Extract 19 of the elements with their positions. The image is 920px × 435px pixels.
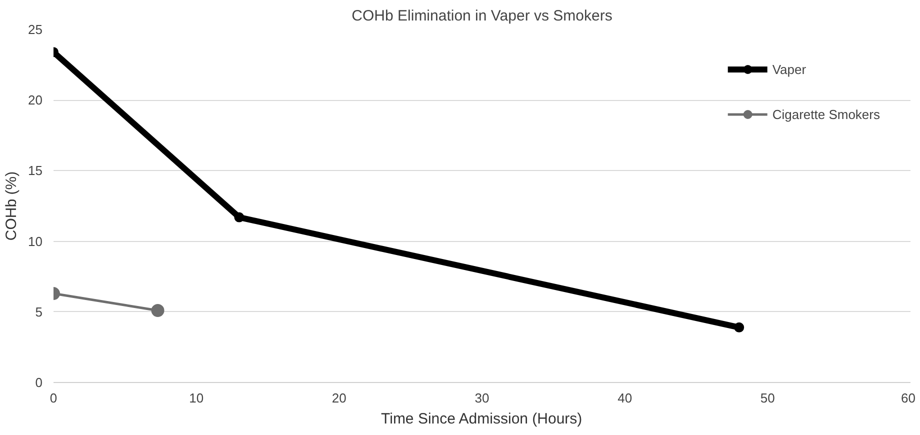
x-tick-label: 10 — [189, 390, 204, 406]
y-axis-title: COHb (%) — [3, 171, 20, 241]
chart-title: COHb Elimination in Vaper vs Smokers — [352, 8, 612, 24]
x-axis-title: Time Since Admission (Hours) — [381, 410, 582, 428]
x-tick-label: 0 — [50, 390, 58, 406]
y-tick-label: 0 — [35, 375, 43, 390]
y-tick-label: 10 — [28, 234, 43, 249]
legend-label: Vaper — [772, 62, 806, 76]
x-tick-label: 20 — [332, 390, 346, 406]
y-tick-label: 15 — [28, 163, 43, 178]
x-tick-label: 60 — [901, 390, 916, 406]
y-tick-label: 20 — [28, 92, 43, 108]
x-tick-label: 30 — [474, 390, 490, 406]
point — [734, 322, 744, 332]
y-tick-label: 25 — [28, 22, 43, 37]
x-tick-label: 50 — [760, 390, 775, 406]
y-tick-label: 5 — [35, 304, 43, 320]
x-tick-label: 40 — [618, 390, 632, 406]
legend-label: Cigarette Smokers — [772, 106, 880, 122]
